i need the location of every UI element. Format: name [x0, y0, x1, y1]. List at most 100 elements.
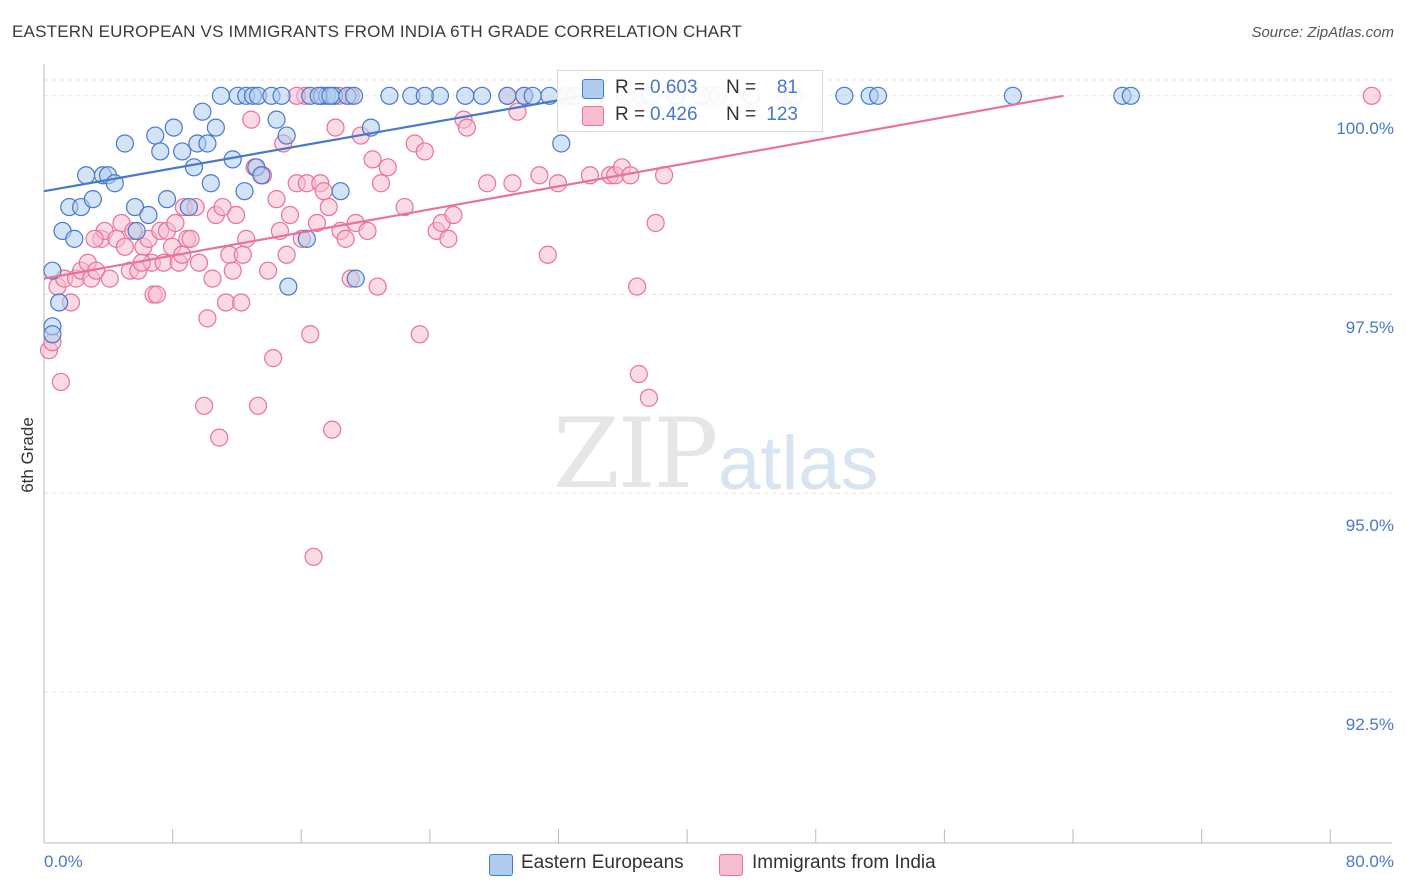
- eastern-point: [201, 174, 220, 193]
- trend-lines: [43, 94, 1064, 280]
- watermark-atlas: atlas: [718, 421, 879, 506]
- india-point: [232, 293, 251, 312]
- grid-lines: [44, 79, 1392, 693]
- eastern-point: [151, 142, 170, 161]
- chart-title: EASTERN EUROPEAN VS IMMIGRANTS FROM INDI…: [12, 22, 743, 41]
- eastern-point: [321, 86, 340, 105]
- india-point: [189, 253, 209, 272]
- india-point: [319, 197, 338, 217]
- india-point: [323, 420, 342, 439]
- eastern-point: [331, 182, 350, 201]
- eastern-point: [173, 142, 192, 161]
- india-point: [639, 388, 659, 407]
- x-tick-max: 80.0%: [1345, 852, 1394, 871]
- india-point: [444, 205, 463, 225]
- eastern-point: [146, 126, 165, 145]
- eastern-point: [346, 269, 365, 288]
- india-point: [395, 197, 414, 217]
- eastern-point: [139, 205, 158, 225]
- eastern-point: [127, 221, 146, 241]
- eastern-point: [115, 134, 134, 153]
- legend-row-eastern: R = 0.603 N = 81: [558, 74, 822, 102]
- india-point: [371, 174, 391, 193]
- india-point: [166, 213, 185, 233]
- india-point: [457, 118, 477, 137]
- eastern-point: [473, 86, 492, 105]
- india-point: [216, 293, 236, 312]
- eastern-point: [65, 229, 84, 248]
- eastern-point: [279, 277, 298, 296]
- india-point: [378, 158, 397, 177]
- legend-row-india: R = 0.426 N = 123: [558, 101, 822, 129]
- legend-swatch-blue: [582, 79, 604, 99]
- india-trend-line: [43, 94, 1064, 280]
- eastern-point: [125, 197, 145, 217]
- eastern-point: [193, 102, 212, 121]
- eastern-point: [179, 197, 199, 217]
- eastern-point: [1121, 86, 1140, 105]
- india-point: [478, 174, 497, 193]
- india-point: [147, 285, 166, 304]
- india-point: [307, 213, 327, 233]
- y-tick-label: 97.5%: [1345, 317, 1394, 337]
- legend-swatch-pink: [582, 106, 604, 126]
- legend-swatch-india: [719, 854, 743, 876]
- india-point: [203, 269, 222, 288]
- eastern-point: [272, 86, 291, 105]
- india-point: [210, 428, 229, 447]
- legend-r-label: R =: [615, 77, 646, 98]
- legend-n-label: N =: [726, 77, 757, 98]
- eastern-point: [430, 86, 450, 105]
- eastern-point: [415, 86, 434, 105]
- legend-n-label: N =: [726, 104, 757, 125]
- eastern-point: [835, 86, 854, 105]
- y-tick-label: 92.5%: [1345, 714, 1394, 734]
- india-point: [259, 261, 278, 280]
- eastern-point: [552, 134, 571, 153]
- legend-swatch-eastern: [489, 854, 513, 876]
- eastern-point: [164, 118, 183, 137]
- india-point: [264, 349, 283, 368]
- eastern-point: [1003, 86, 1022, 105]
- eastern-point: [456, 86, 475, 105]
- india-point: [336, 229, 355, 248]
- eastern-point: [235, 182, 254, 201]
- india-point: [439, 229, 458, 248]
- eastern-point: [868, 86, 888, 105]
- india-point: [628, 277, 647, 296]
- y-axis-label: 6th Grade: [18, 417, 37, 493]
- india-point: [223, 261, 242, 280]
- series-legend: Eastern Europeans Immigrants from India: [0, 852, 1406, 878]
- eastern-point: [267, 110, 286, 129]
- india-point: [198, 309, 217, 328]
- india-point: [213, 197, 232, 217]
- axes: [43, 64, 1392, 844]
- stats-legend: R = 0.603 N = 81 R = 0.426 N = 123: [557, 70, 823, 132]
- india-point: [194, 396, 214, 415]
- eastern-point: [43, 325, 62, 344]
- eastern-trend-line: [43, 94, 584, 193]
- india-point: [415, 142, 434, 161]
- eastern-point: [380, 86, 399, 105]
- eastern-point: [157, 190, 177, 209]
- india-point: [538, 245, 557, 264]
- india-point: [326, 118, 345, 137]
- legend-r-value: 0.426: [650, 104, 698, 125]
- india-point: [226, 205, 246, 225]
- india-point: [237, 229, 256, 248]
- india-point: [248, 396, 268, 415]
- eastern-point: [184, 158, 204, 177]
- india-point: [242, 110, 261, 129]
- legend-label-eastern: Eastern Europeans: [521, 852, 684, 873]
- legend-n-value: 81: [776, 77, 798, 98]
- india-point: [1362, 86, 1381, 105]
- india-point: [314, 182, 333, 201]
- india-point: [100, 269, 119, 288]
- source-label: Source: ZipAtlas.com: [1251, 24, 1394, 41]
- india-point: [646, 213, 665, 233]
- eastern-point: [523, 86, 542, 105]
- india-point: [233, 245, 252, 264]
- india-point: [115, 237, 134, 256]
- india-point: [363, 150, 382, 169]
